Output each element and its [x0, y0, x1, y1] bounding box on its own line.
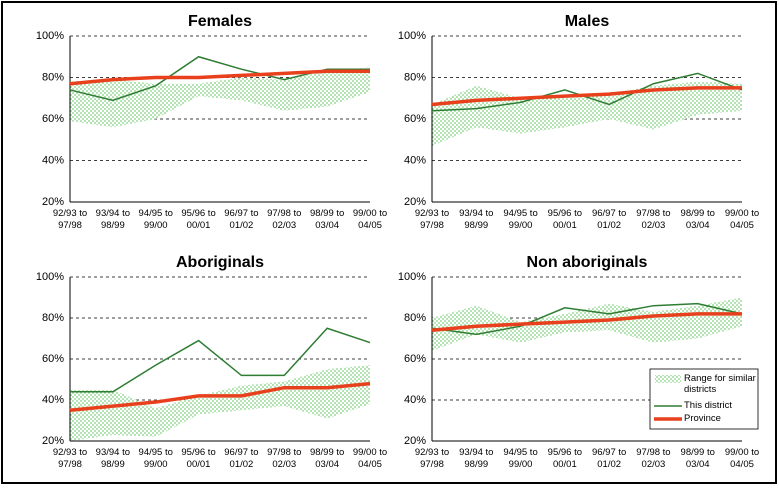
y-tick-label: 40%	[404, 394, 426, 406]
x-tick-label: 94/95 to 99/00	[138, 447, 173, 470]
y-tick-label: 80%	[404, 71, 426, 83]
x-tick-label: 99/00 to 04/05	[724, 447, 760, 470]
y-tick-label: 20%	[404, 196, 426, 208]
x-tick-label: 92/93 to 97/98	[414, 447, 450, 470]
y-tick-label: 80%	[42, 312, 64, 324]
x-tick-label: 96/97 to 01/02	[224, 447, 259, 470]
y-tick-label: 100%	[36, 30, 64, 42]
x-tick-label: 93/94 to 98/99	[459, 447, 494, 470]
x-tick-label: 95/96 to 00/01	[181, 208, 216, 231]
x-tick-label: 99/00 to 04/05	[724, 208, 760, 231]
y-tick-label: 20%	[42, 435, 64, 447]
y-tick-label: 60%	[42, 353, 64, 365]
y-tick-label: 100%	[398, 30, 426, 42]
legend-swatch	[655, 375, 681, 383]
x-tick-label: 97/98 to 02/03	[267, 447, 302, 470]
x-tick-label: 94/95 to 99/00	[503, 447, 538, 470]
y-tick-label: 40%	[42, 154, 64, 166]
x-tick-label: 97/98 to 02/03	[636, 447, 671, 470]
x-tick-label: 95/96 to 00/01	[547, 208, 583, 231]
x-tick-label: 99/00 to 04/05	[352, 208, 388, 231]
district-line	[431, 72, 743, 112]
y-tick-label: 80%	[42, 71, 64, 83]
frame	[1, 1, 777, 484]
y-tick-label: 60%	[404, 353, 426, 365]
x-tick-label: 96/97 to 01/02	[591, 208, 627, 231]
range-band	[432, 297, 742, 351]
y-tick-label: 80%	[404, 312, 426, 324]
chart-title: Females	[188, 13, 252, 30]
province-line	[69, 381, 371, 412]
x-tick-label: 93/94 to 98/99	[95, 208, 131, 231]
chart-title: Non aboriginals	[527, 254, 648, 271]
range-band	[432, 81, 742, 146]
x-tick-label: 95/96 to 00/01	[181, 447, 216, 470]
y-tick-label: 100%	[398, 271, 426, 283]
chart-title: Aboriginals	[176, 254, 264, 271]
y-tick-label: 20%	[404, 435, 426, 447]
legend-label: Range for similar districts	[684, 373, 756, 395]
legend-label: This district	[684, 400, 733, 411]
y-tick-label: 60%	[404, 113, 426, 125]
x-tick-label: 98/99 to 03/04	[680, 208, 715, 231]
x-tick-label: 98/99 to 03/04	[309, 208, 345, 231]
province-line	[69, 69, 370, 86]
x-tick-label: 92/93 to 97/98	[414, 208, 450, 231]
y-tick-label: 100%	[36, 271, 64, 283]
y-tick-label: 40%	[404, 154, 426, 166]
x-tick-label: 94/95 to 99/00	[138, 208, 173, 231]
chart-title: Males	[565, 13, 610, 30]
province-line	[431, 86, 742, 107]
legend-label: Province	[684, 413, 721, 424]
x-tick-label: 97/98 to 02/03	[636, 208, 671, 231]
x-tick-label: 93/94 to 98/99	[95, 447, 131, 470]
x-tick-label: 95/96 to 00/01	[547, 447, 583, 470]
y-tick-label: 40%	[42, 394, 64, 406]
x-tick-label: 92/93 to 97/98	[52, 447, 88, 470]
x-tick-label: 96/97 to 01/02	[224, 208, 259, 231]
x-tick-label: 92/93 to 97/98	[52, 208, 88, 231]
y-tick-label: 60%	[42, 113, 64, 125]
y-tick-label: 20%	[42, 196, 64, 208]
x-tick-label: 94/95 to 99/00	[503, 208, 538, 231]
range-band	[70, 365, 370, 441]
x-tick-label: 96/97 to 01/02	[591, 447, 627, 470]
province-line	[431, 312, 742, 333]
x-tick-label: 98/99 to 03/04	[680, 447, 715, 470]
district-line	[70, 327, 371, 393]
x-tick-label: 97/98 to 02/03	[267, 208, 302, 231]
district-line	[431, 302, 743, 336]
range-band	[70, 67, 370, 128]
x-tick-label: 93/94 to 98/99	[459, 208, 494, 231]
x-tick-label: 99/00 to 04/05	[352, 447, 388, 470]
x-tick-label: 98/99 to 03/04	[309, 447, 345, 470]
